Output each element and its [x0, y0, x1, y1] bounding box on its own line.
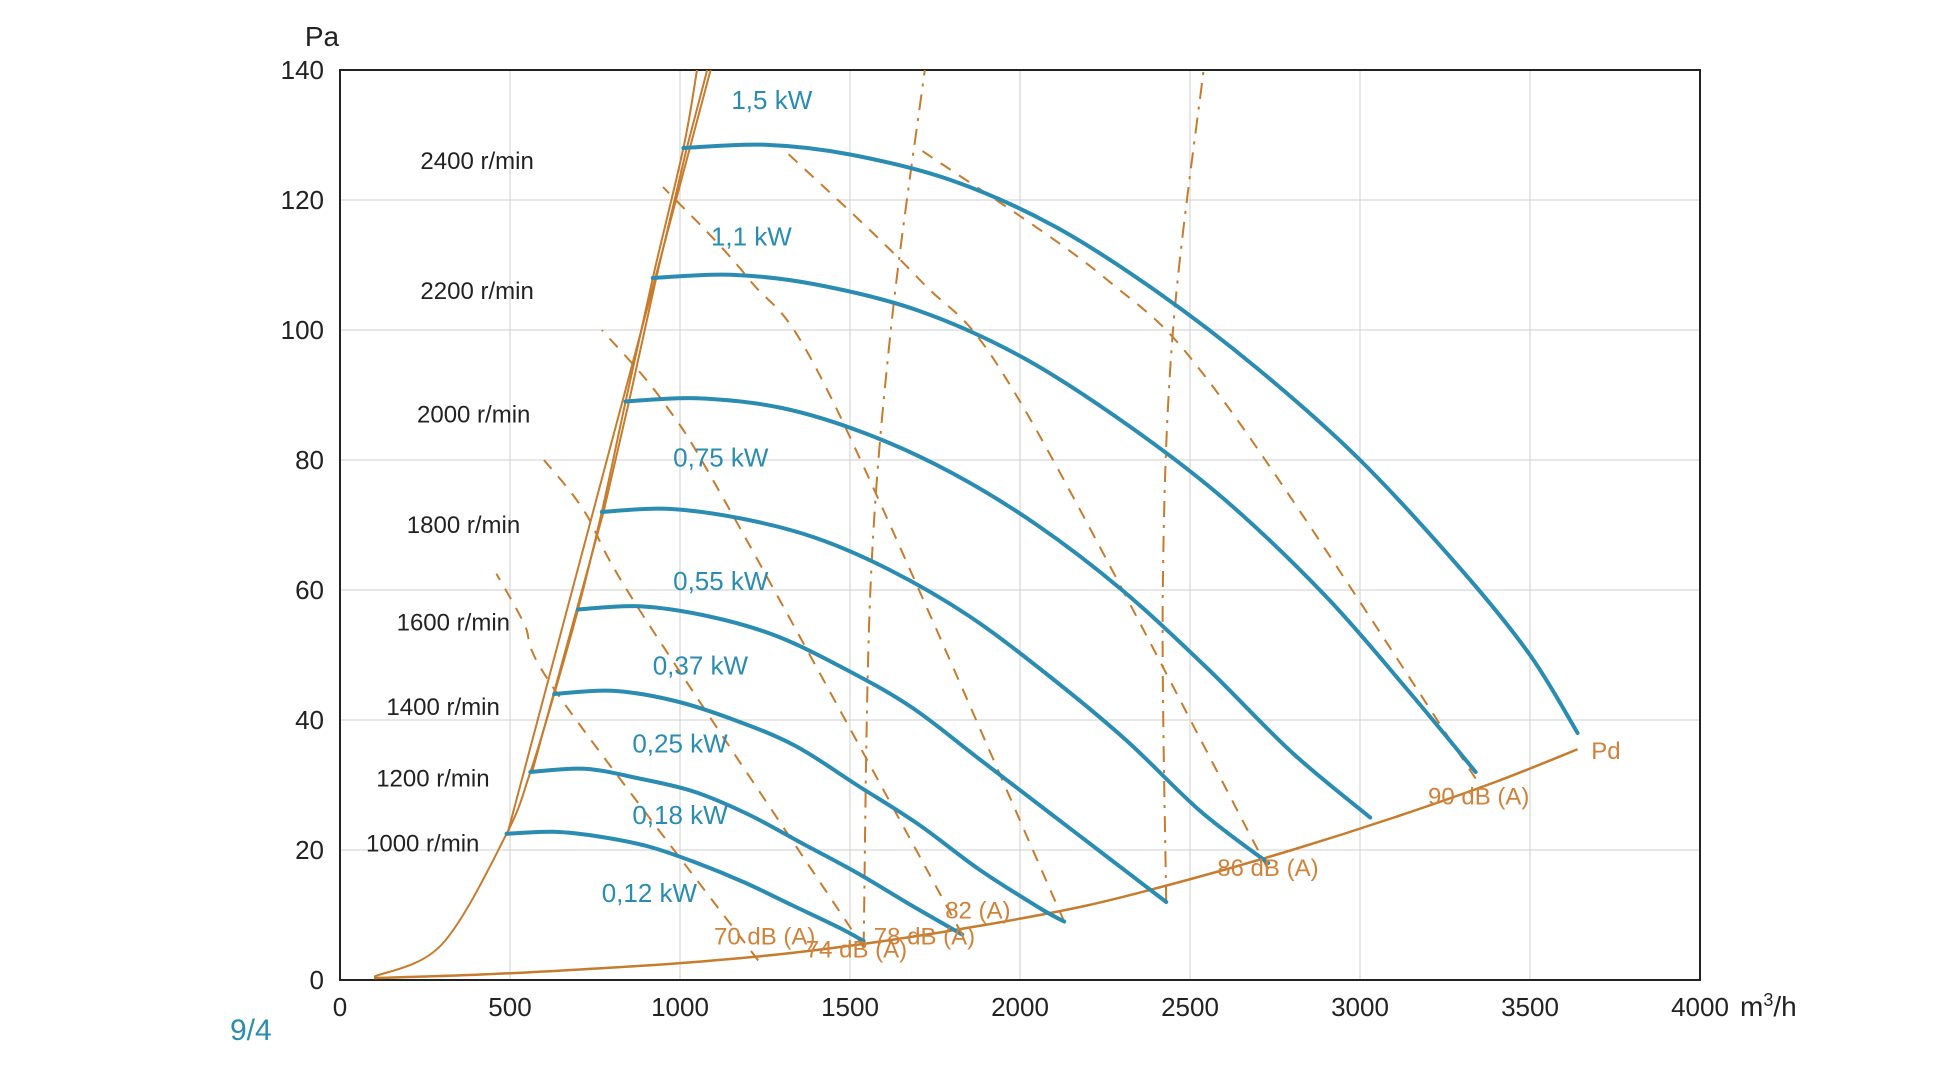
rpm-label: 1400 r/min: [386, 694, 499, 721]
sound-db-label: 78 dB (A): [874, 923, 975, 950]
y-tick-label: 20: [295, 835, 324, 865]
x-tick-label: 3000: [1331, 992, 1389, 1022]
sound-db-label: 70 dB (A): [714, 923, 815, 950]
sound-db-label: 90 dB (A): [1428, 784, 1529, 811]
x-tick-label: 4000: [1671, 992, 1729, 1022]
kw-label: 0,25 kW: [632, 729, 728, 759]
x-tick-label: 2000: [991, 992, 1049, 1022]
y-tick-label: 60: [295, 575, 324, 605]
kw-label: 0,75 kW: [673, 443, 769, 473]
y-tick-label: 80: [295, 445, 324, 475]
x-tick-label: 3500: [1501, 992, 1559, 1022]
x-tick-label: 500: [488, 992, 531, 1022]
kw-label: 0,18 kW: [632, 800, 728, 830]
rpm-label: 1600 r/min: [397, 610, 510, 637]
kw-label: 0,37 kW: [653, 651, 749, 681]
x-tick-label: 2500: [1161, 992, 1219, 1022]
kw-label: 0,55 kW: [673, 566, 769, 596]
y-tick-label: 100: [281, 315, 324, 345]
kw-label: 0,12 kW: [602, 878, 698, 908]
y-tick-label: 40: [295, 705, 324, 735]
rpm-label: 2000 r/min: [417, 402, 530, 429]
page-reference: 9/4: [230, 1014, 272, 1047]
sound-db-label: 82 (A): [945, 897, 1010, 924]
rpm-label: 1800 r/min: [407, 512, 520, 539]
y-axis-label: Pa: [305, 21, 340, 52]
kw-label: 1,1 kW: [711, 222, 792, 252]
sound-db-label: 86 dB (A): [1217, 855, 1318, 882]
x-tick-label: 1500: [821, 992, 879, 1022]
pd-label: Pd: [1591, 738, 1620, 765]
y-tick-label: 0: [310, 965, 324, 995]
rpm-label: 2400 r/min: [420, 148, 533, 175]
rpm-label: 1000 r/min: [366, 831, 479, 858]
y-tick-label: 140: [281, 55, 324, 85]
fan-performance-chart: 0 500 1000 1500 2000 2500 3000 3500 4000 0 20 40 60 8…: [0, 0, 1946, 1086]
rpm-label: 2200 r/min: [420, 278, 533, 305]
x-axis-label: m3/h: [1740, 990, 1797, 1022]
rpm-label: 1200 r/min: [376, 766, 489, 793]
kw-label: 1,5 kW: [731, 85, 812, 115]
x-tick-label: 1000: [651, 992, 709, 1022]
x-tick-label: 0: [333, 992, 347, 1022]
y-tick-label: 120: [281, 185, 324, 215]
